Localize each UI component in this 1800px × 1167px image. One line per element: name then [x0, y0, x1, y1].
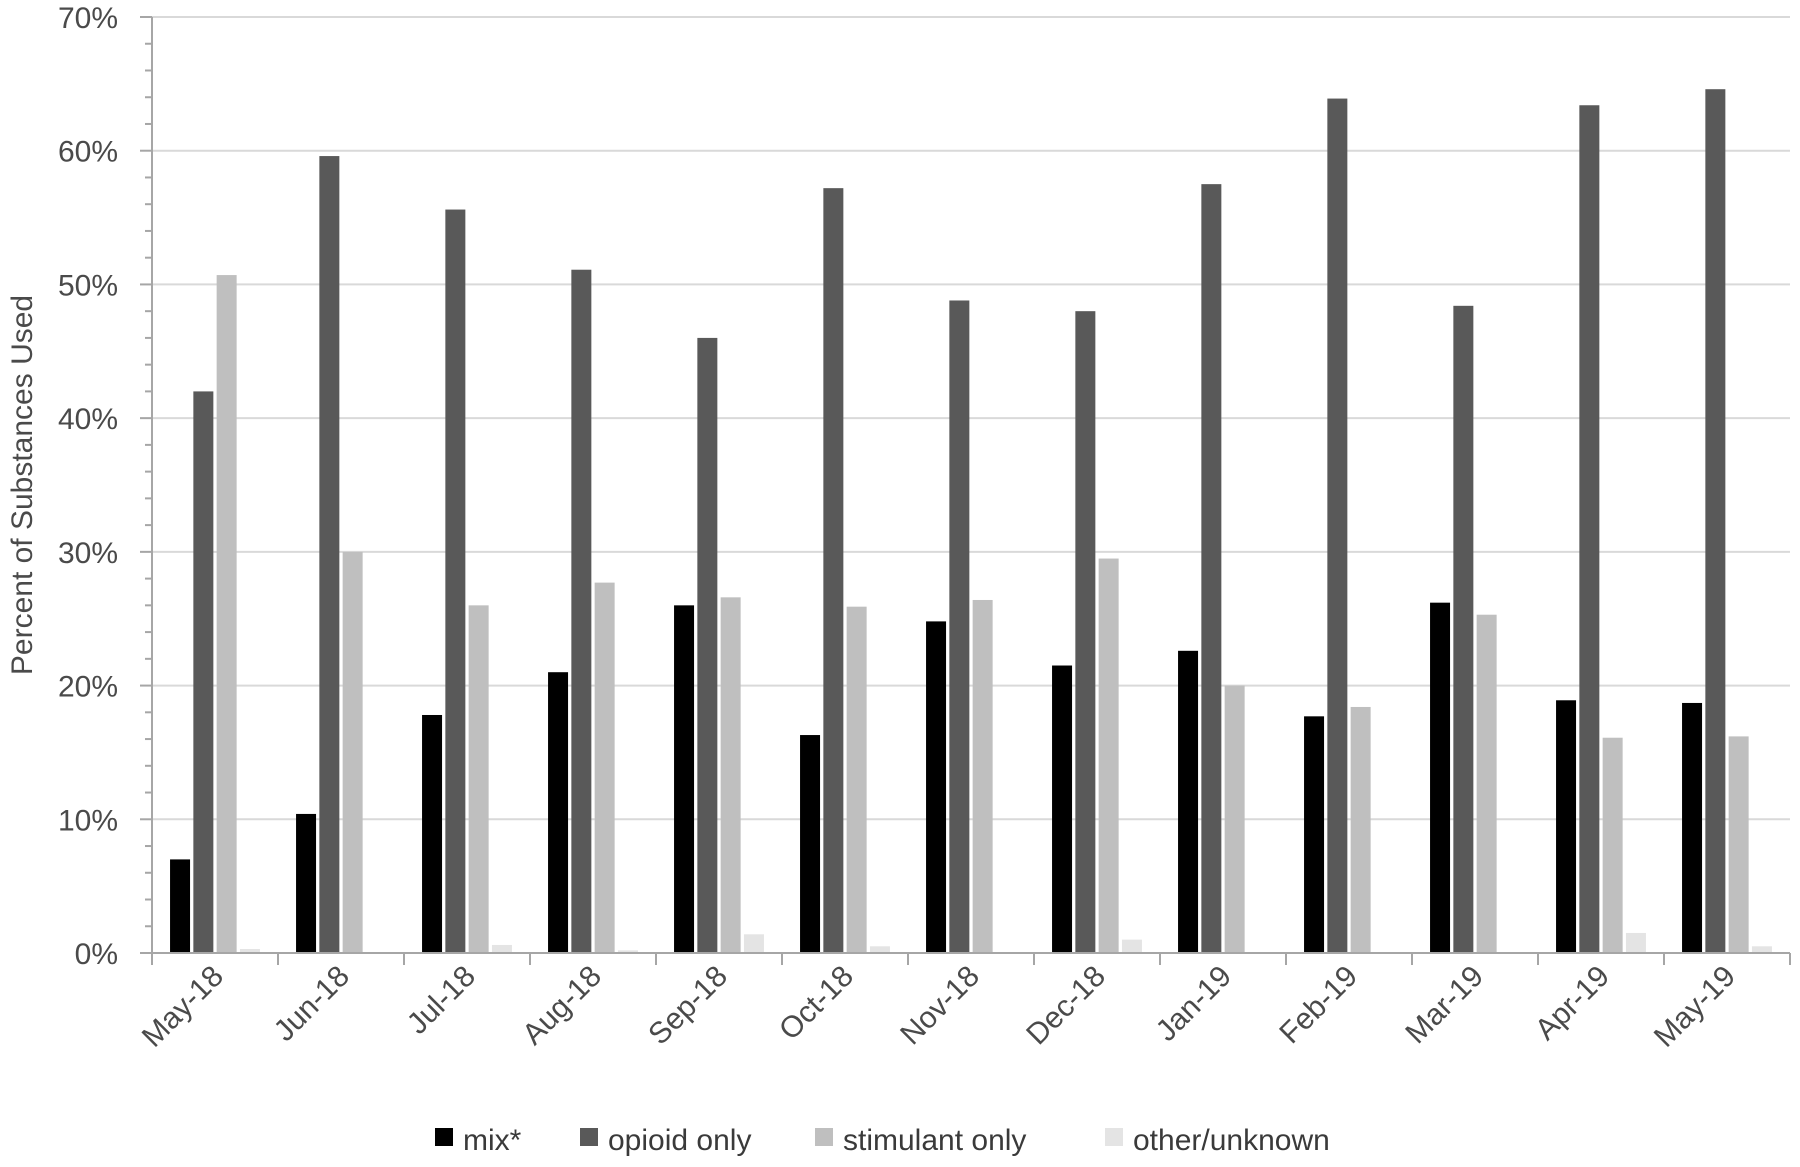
legend-swatch: [435, 1128, 453, 1146]
bar-stimulant-only: [468, 605, 489, 953]
x-tick-label: Dec-18: [1020, 960, 1112, 1052]
x-tick-label: Jan-19: [1150, 960, 1238, 1048]
bar-other-unknown: [617, 950, 638, 953]
bar-other-unknown: [239, 948, 260, 953]
x-tick-label: May-19: [1648, 960, 1742, 1054]
bar-opioid-only: [319, 156, 340, 953]
y-axis-title: Percent of Substances Used: [6, 295, 39, 675]
x-tick-label: May-18: [136, 960, 230, 1054]
bar-stimulant-only: [594, 582, 615, 953]
y-tick-label: 20%: [58, 671, 118, 704]
legend-label: mix*: [463, 1124, 522, 1157]
legend-swatch: [815, 1128, 833, 1146]
bar-mix: [1304, 716, 1325, 953]
bar-mix: [926, 621, 947, 953]
bar-mix: [296, 813, 317, 953]
y-tick-label: 50%: [58, 269, 118, 302]
bar-opioid-only: [1705, 89, 1726, 954]
legend-label: stimulant only: [843, 1124, 1026, 1157]
bar-other-unknown: [869, 946, 890, 953]
bar-mix: [674, 605, 695, 953]
bar-mix: [1430, 602, 1451, 953]
x-tick-label: Aug-18: [516, 960, 608, 1052]
x-tick-label: Apr-19: [1529, 960, 1616, 1047]
bar-other-unknown: [1121, 939, 1142, 953]
legend-swatch: [1105, 1128, 1123, 1146]
bar-opioid-only: [1453, 305, 1474, 953]
y-tick-label: 0%: [75, 938, 118, 971]
x-tick-label: Oct-18: [773, 960, 860, 1047]
bar-opioid-only: [193, 391, 214, 953]
x-tick-label: Nov-18: [894, 960, 986, 1052]
bar-stimulant-only: [720, 597, 741, 953]
y-tick-labels: 0% 10% 20% 30% 40% 50% 60% 70%: [58, 2, 118, 971]
bar-mix: [1682, 702, 1703, 953]
y-tick-label: 70%: [58, 2, 118, 35]
bar-mix: [548, 672, 569, 953]
bar-other-unknown: [1625, 932, 1646, 953]
legend-swatch: [580, 1128, 598, 1146]
bar-stimulant-only: [1476, 614, 1497, 953]
legend-label: opioid only: [608, 1124, 751, 1157]
bars: [170, 89, 1772, 954]
x-tick-label: Jun-18: [268, 960, 356, 1048]
bar-stimulant-only: [972, 599, 993, 953]
x-tick-label: Feb-19: [1273, 960, 1364, 1051]
bar-other-unknown: [491, 944, 512, 953]
bar-mix: [1052, 665, 1073, 953]
legend: mix* opioid only stimulant only other/unkno…: [435, 1124, 1330, 1157]
bar-mix: [800, 735, 821, 953]
y-tick-label: 10%: [58, 804, 118, 837]
bar-stimulant-only: [1098, 558, 1119, 953]
legend-label: other/unknown: [1133, 1124, 1330, 1157]
bar-stimulant-only: [846, 606, 867, 953]
bar-stimulant-only: [1350, 706, 1371, 953]
bar-other-unknown: [743, 934, 764, 953]
bar-opioid-only: [445, 209, 466, 953]
x-tick-label: Sep-18: [642, 960, 734, 1052]
bar-stimulant-only: [216, 275, 237, 953]
y-tick-label: 60%: [58, 136, 118, 169]
bar-opioid-only: [823, 188, 844, 953]
bar-opioid-only: [697, 337, 718, 953]
gridlines: [152, 16, 1790, 821]
bar-stimulant-only: [1602, 737, 1623, 953]
bar-mix: [1178, 650, 1199, 953]
bar-opioid-only: [1579, 105, 1600, 954]
bar-stimulant-only: [1728, 736, 1749, 953]
bar-mix: [170, 859, 191, 953]
axes: [140, 16, 1791, 965]
bar-mix: [422, 714, 443, 953]
bar-opioid-only: [1327, 98, 1348, 953]
bar-opioid-only: [571, 269, 592, 954]
bar-opioid-only: [949, 300, 970, 954]
x-tick-label: Jul-18: [401, 960, 482, 1041]
bar-opioid-only: [1201, 184, 1222, 954]
x-tick-label: Mar-19: [1399, 960, 1490, 1051]
y-tick-label: 30%: [58, 537, 118, 570]
x-tick-labels: May-18 Jun-18 Jul-18 Aug-18 Sep-18 Oct-18 Nov-…: [136, 960, 1742, 1054]
bar-other-unknown: [1751, 946, 1772, 953]
bar-mix: [1556, 700, 1577, 953]
bar-stimulant-only: [342, 551, 363, 953]
bar-opioid-only: [1075, 311, 1096, 954]
bar-stimulant-only: [1224, 685, 1245, 953]
y-tick-label: 40%: [58, 403, 118, 436]
